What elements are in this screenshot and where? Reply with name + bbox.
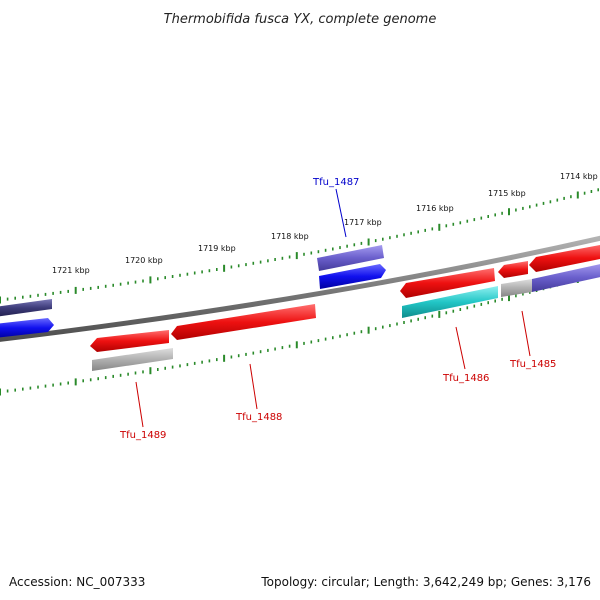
map-title: Thermobifida fusca YX, complete genome (164, 12, 437, 27)
leader-line-tfu1486 (455, 326, 466, 370)
lower-tick-ruler (0, 272, 600, 396)
gene-feature-tfu1487-purple[interactable] (317, 245, 384, 271)
genome-summary-text: Topology: circular; Length: 3,642,249 bp… (260, 575, 591, 589)
gene-feature-tfu1489[interactable] (90, 330, 169, 352)
tick-label-1718: 1718 kbp (271, 232, 309, 241)
forward-strand-features (0, 245, 386, 338)
gene-feature-tfu1487[interactable] (319, 264, 386, 289)
accession-text: Accession: NC_007333 (9, 575, 145, 589)
gene-feature-tfu1488[interactable] (171, 304, 316, 340)
gene-label-tfu1487[interactable]: Tfu_1487 (312, 177, 359, 188)
tick-label-1719: 1719 kbp (198, 244, 236, 253)
upper-tick-ruler (0, 188, 600, 304)
gene-feature-blue-left[interactable] (0, 318, 54, 338)
leader-line-tfu1489 (135, 381, 144, 428)
tick-label-1714: 1714 kbp (560, 172, 598, 181)
genome-backbone (0, 235, 600, 342)
tick-label-1721: 1721 kbp (52, 266, 90, 275)
tick-label-1715: 1715 kbp (488, 189, 526, 198)
gene-label-tfu1488[interactable]: Tfu_1488 (235, 412, 282, 423)
gene-feature-tfu1485-grey[interactable] (501, 279, 532, 297)
tick-label-1720: 1720 kbp (125, 256, 163, 265)
leader-line-tfu1485 (521, 310, 531, 357)
gene-feature-tfu1489-grey[interactable] (92, 348, 173, 371)
gene-feature-tfu1485[interactable] (498, 261, 528, 278)
tick-label-1717: 1717 kbp (344, 218, 382, 227)
tick-label-1716: 1716 kbp (416, 204, 454, 213)
gene-feature-red-right[interactable] (529, 244, 600, 272)
gene-feature-tfu1486[interactable] (400, 268, 495, 298)
leader-line-tfu1487 (335, 188, 347, 238)
gene-feature-purple-right[interactable] (532, 263, 600, 292)
gene-feature-tfu1486-cyan[interactable] (402, 286, 498, 318)
gene-label-tfu1485[interactable]: Tfu_1485 (509, 359, 556, 370)
reverse-strand-features (90, 244, 600, 371)
leader-line-tfu1488 (249, 363, 258, 410)
gene-feature-navy-left[interactable] (0, 299, 52, 317)
gene-label-tfu1489[interactable]: Tfu_1489 (119, 430, 166, 441)
gene-label-tfu1486[interactable]: Tfu_1486 (442, 373, 489, 384)
